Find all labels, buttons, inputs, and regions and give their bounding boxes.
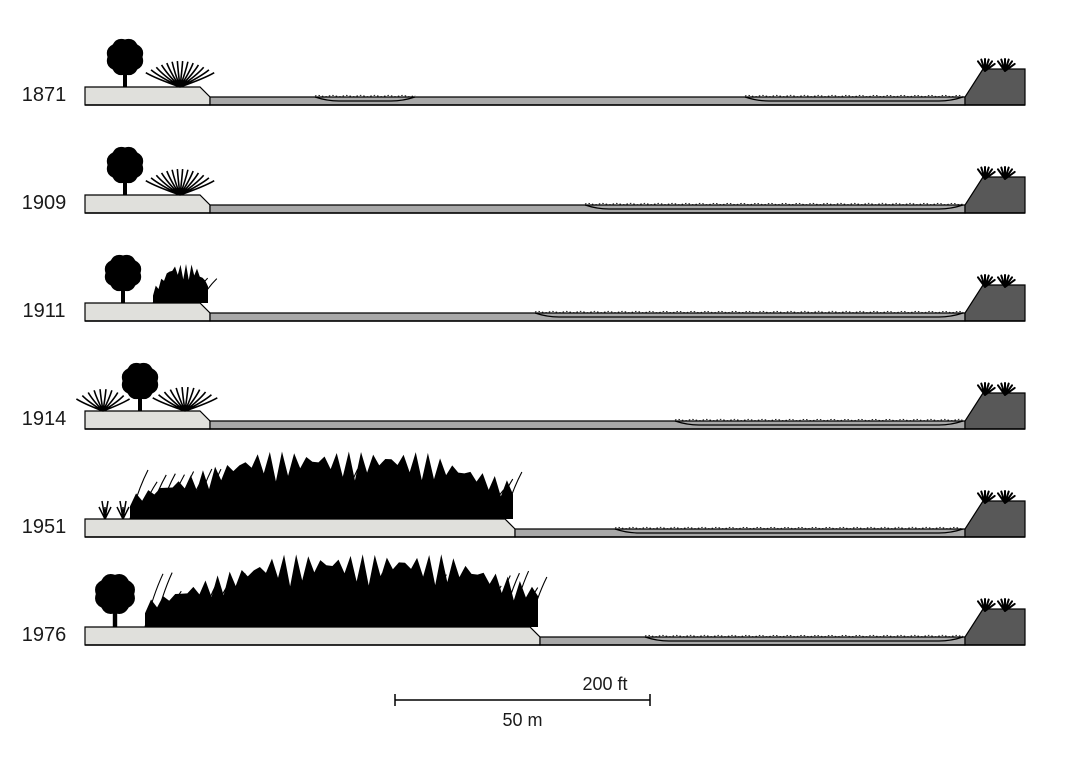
year-label: 1976 [22,624,67,646]
dense-vegetation [153,264,208,303]
tree-canopy [122,363,157,398]
bluff-block [965,69,1025,105]
small-shrub [99,501,111,519]
small-shrub [117,501,129,519]
scale-bar: 200 ft 50 m [395,674,650,730]
terrace-block [85,87,210,105]
bluff-block [965,177,1025,213]
profile-row: 1911 [22,255,1025,322]
profile-row: 1909 [22,147,1025,214]
bluff-block [965,501,1025,537]
grass-tuft [146,169,214,195]
year-label: 1871 [22,84,67,106]
tree-canopy [96,575,135,614]
tree-canopy [107,39,142,74]
year-label: 1911 [22,300,65,322]
terrace-block [85,195,210,213]
terrace-block [85,627,540,645]
left-vegetation [76,363,217,411]
bluff-block [965,609,1025,645]
tree-canopy [105,255,140,290]
bluff-block [965,393,1025,429]
left-vegetation [99,451,522,519]
left-vegetation [107,39,214,87]
left-vegetation [105,255,217,303]
left-vegetation [96,554,547,627]
profile-row: 1976 [22,554,1025,646]
profile-row: 1951 [22,451,1025,538]
left-vegetation [107,147,214,195]
grass-tuft [153,387,218,411]
terrace-block [85,519,515,537]
year-label: 1914 [22,408,67,430]
scale-top-label: 200 ft [583,674,628,694]
terrace-block [85,303,210,321]
grass-tuft [146,61,214,87]
year-label: 1909 [22,192,67,214]
scale-bottom-label: 50 m [502,710,542,730]
bluff-block [965,285,1025,321]
profile-row: 1871 [22,39,1025,106]
tree-canopy [107,147,142,182]
terrace-block [85,411,210,429]
grass-tuft [76,389,129,411]
profile-row: 1914 [22,363,1025,430]
year-label: 1951 [22,516,67,538]
